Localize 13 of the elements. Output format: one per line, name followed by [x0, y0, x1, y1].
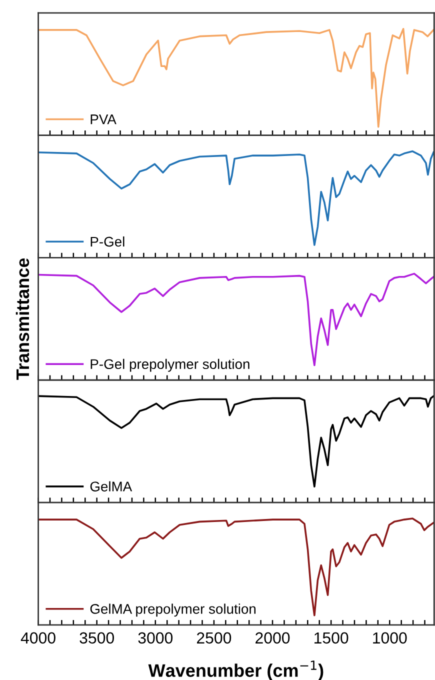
x-tick-label: 4000 — [20, 632, 56, 644]
x-tick-label: 2000 — [256, 632, 290, 644]
x-tick-label: 1500 — [314, 632, 348, 644]
legend-label: GelMA — [90, 481, 132, 492]
y-axis-title: Transmittance — [16, 258, 30, 380]
x-tick-label: 3000 — [138, 632, 173, 644]
x-tick-label: 1000 — [373, 632, 407, 644]
legend-label: GelMA prepolymer solution — [90, 604, 256, 617]
x-tick-label: 3500 — [80, 632, 114, 644]
legend-label: PVA — [90, 114, 116, 124]
x-tick-label: 2500 — [196, 632, 232, 644]
legend-label: P-Gel — [90, 236, 124, 247]
legend-label: P-Gel prepolymer solution — [90, 358, 250, 372]
